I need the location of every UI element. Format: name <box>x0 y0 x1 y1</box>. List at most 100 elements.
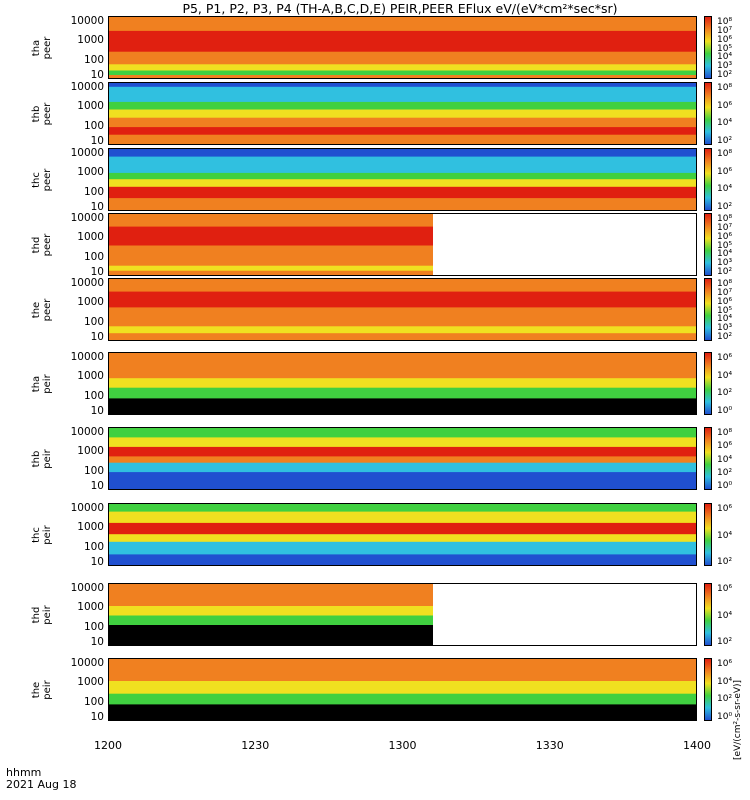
chart-title: P5, P1, P2, P3, P4 (TH-A,B,C,D,E) PEIR,P… <box>182 1 618 16</box>
colorbar-the-peer <box>704 278 712 341</box>
flux-band-thd-peer-2 <box>109 245 433 267</box>
flux-band-thb-peer-0 <box>109 83 696 88</box>
ytick-thd-peer-3: 10 <box>90 266 104 279</box>
colorbar-tick-thc-peer-2: 10⁴ <box>717 184 733 195</box>
spectrogram-thb-peer <box>108 82 697 145</box>
spectrogram-thc-peir <box>108 503 697 566</box>
colorbar-tick-thb-peir-4: 10⁰ <box>717 481 733 491</box>
colorbar-unit: [eV/(cm²-s-sr-eV)] <box>733 679 743 760</box>
xtick-1330: 1330 <box>535 739 564 752</box>
colorbar-tick-thd-peer-4: 10⁴ <box>717 249 733 260</box>
colorbar-tick-thb-peer-1: 10⁶ <box>717 100 733 111</box>
ytick-thc-peer-3: 10 <box>90 201 104 214</box>
colorbar-tick-thb-peir-1: 10⁶ <box>717 441 733 452</box>
flux-band-thb-peer-6 <box>109 134 696 144</box>
colorbar-tick-the-peer-3: 10⁵ <box>717 305 733 316</box>
ylabel-probe: the <box>31 681 42 698</box>
colorbar-tick-thb-peer-0: 10⁸ <box>717 83 733 93</box>
colorbar-tick-the-peer-0: 10⁸ <box>717 279 733 289</box>
ytick-tha-peer-0: 10000 <box>70 15 104 28</box>
spectrogram-svg-thd-peir <box>109 584 696 645</box>
ylabel-instrument: peir <box>42 679 53 700</box>
ytick-thb-peir-3: 10 <box>90 480 104 493</box>
ylabel-thc-peer: thc peer <box>31 160 53 200</box>
flux-band-thb-peir-3 <box>109 456 696 464</box>
xtick-1230: 1230 <box>241 739 270 752</box>
flux-band-tha-peer-5 <box>109 75 696 78</box>
flux-band-thc-peer-2 <box>109 172 696 180</box>
ylabel-the-peer: the peer <box>31 290 53 330</box>
colorbar-tick-thb-peir-2: 10⁴ <box>717 454 733 465</box>
colorbar-tick-tha-peer-5: 10³ <box>717 61 733 72</box>
spectrogram-svg-thb-peir <box>109 428 696 489</box>
ytick-the-peer-3: 10 <box>90 331 104 344</box>
ytick-thb-peer-2: 100 <box>83 120 104 133</box>
colorbar-tick-tha-peir-0: 10⁶ <box>717 353 733 363</box>
spectrogram-thd-peer <box>108 213 697 276</box>
flux-band-thc-peer-5 <box>109 198 696 210</box>
flux-band-thd-peir-3 <box>109 625 433 645</box>
ylabel-probe: thc <box>31 171 42 188</box>
flux-band-tha-peer-2 <box>109 51 696 65</box>
colorbar-tick-tha-peir-1: 10⁴ <box>717 370 733 381</box>
colorbar-tick-thb-peer-2: 10⁴ <box>717 118 733 129</box>
flux-band-thb-peer-4 <box>109 117 696 128</box>
flux-band-tha-peir-2 <box>109 387 696 399</box>
spectrogram-svg-tha-peer <box>109 17 696 78</box>
colorbar-the-peir <box>704 658 712 721</box>
ytick-thd-peir-2: 100 <box>83 621 104 634</box>
flux-band-thc-peer-4 <box>109 186 696 199</box>
spectrogram-svg-thb-peer <box>109 83 696 144</box>
flux-band-thb-peer-5 <box>109 127 696 136</box>
ytick-thc-peir-3: 10 <box>90 556 104 569</box>
colorbar-tick-tha-peer-6: 10² <box>717 70 733 80</box>
flux-band-thb-peir-5 <box>109 472 696 489</box>
flux-band-thc-peir-0 <box>109 504 696 513</box>
flux-band-thc-peir-1 <box>109 511 696 524</box>
flux-band-thd-peir-2 <box>109 615 433 626</box>
colorbar-tick-the-peer-5: 10³ <box>717 323 733 334</box>
flux-band-thc-peir-3 <box>109 534 696 543</box>
colorbar-tick-the-peer-1: 10⁷ <box>717 287 733 298</box>
ylabel-instrument: peer <box>42 102 53 125</box>
spectrogram-thd-peir <box>108 583 697 646</box>
colorbar-tick-the-peir-3: 10⁰ <box>717 712 733 722</box>
spectrogram-the-peir <box>108 658 697 721</box>
flux-band-thc-peer-3 <box>109 179 696 188</box>
colorbar-thc-peer <box>704 148 712 211</box>
colorbar-tick-thc-peer-1: 10⁶ <box>717 166 733 177</box>
colorbar-thd-peer <box>704 213 712 276</box>
ytick-tha-peir-2: 100 <box>83 390 104 403</box>
no-data-region-thd-peir <box>433 584 696 645</box>
flux-band-tha-peir-1 <box>109 378 696 389</box>
ytick-the-peer-0: 10000 <box>70 277 104 290</box>
ylabel-tha-peir: tha peir <box>31 364 53 404</box>
spectrogram-tha-peer <box>108 16 697 79</box>
colorbar-tha-peir <box>704 352 712 415</box>
ytick-thc-peir-0: 10000 <box>70 502 104 515</box>
flux-band-thc-peir-2 <box>109 522 696 535</box>
no-data-region-thd-peer <box>433 214 696 275</box>
flux-band-tha-peer-0 <box>109 17 696 32</box>
ytick-tha-peer-3: 10 <box>90 69 104 82</box>
ylabel-probe: tha <box>31 39 42 56</box>
colorbar-tick-thc-peer-0: 10⁸ <box>717 149 733 159</box>
ylabel-probe: the <box>31 301 42 318</box>
colorbar-tick-tha-peer-0: 10⁸ <box>717 17 733 27</box>
spectrogram-svg-tha-peir <box>109 353 696 414</box>
ylabel-instrument: peer <box>42 168 53 191</box>
flux-band-the-peir-3 <box>109 704 696 720</box>
flux-band-thb-peir-0 <box>109 428 696 438</box>
flux-band-thb-peer-2 <box>109 101 696 110</box>
flux-band-the-peer-0 <box>109 279 696 293</box>
ylabel-probe: thc <box>31 526 42 543</box>
colorbar-tick-thb-peer-3: 10² <box>717 136 733 146</box>
colorbar-tick-thc-peir-1: 10⁴ <box>717 530 733 541</box>
flux-band-the-peir-1 <box>109 681 696 695</box>
ytick-the-peer-2: 100 <box>83 316 104 329</box>
colorbar-tick-thc-peer-3: 10² <box>717 202 733 212</box>
ylabel-thb-peir: thb peir <box>31 439 53 479</box>
ytick-thb-peer-0: 10000 <box>70 81 104 94</box>
flux-band-tha-peer-4 <box>109 70 696 76</box>
flux-band-thd-peir-0 <box>109 584 433 607</box>
